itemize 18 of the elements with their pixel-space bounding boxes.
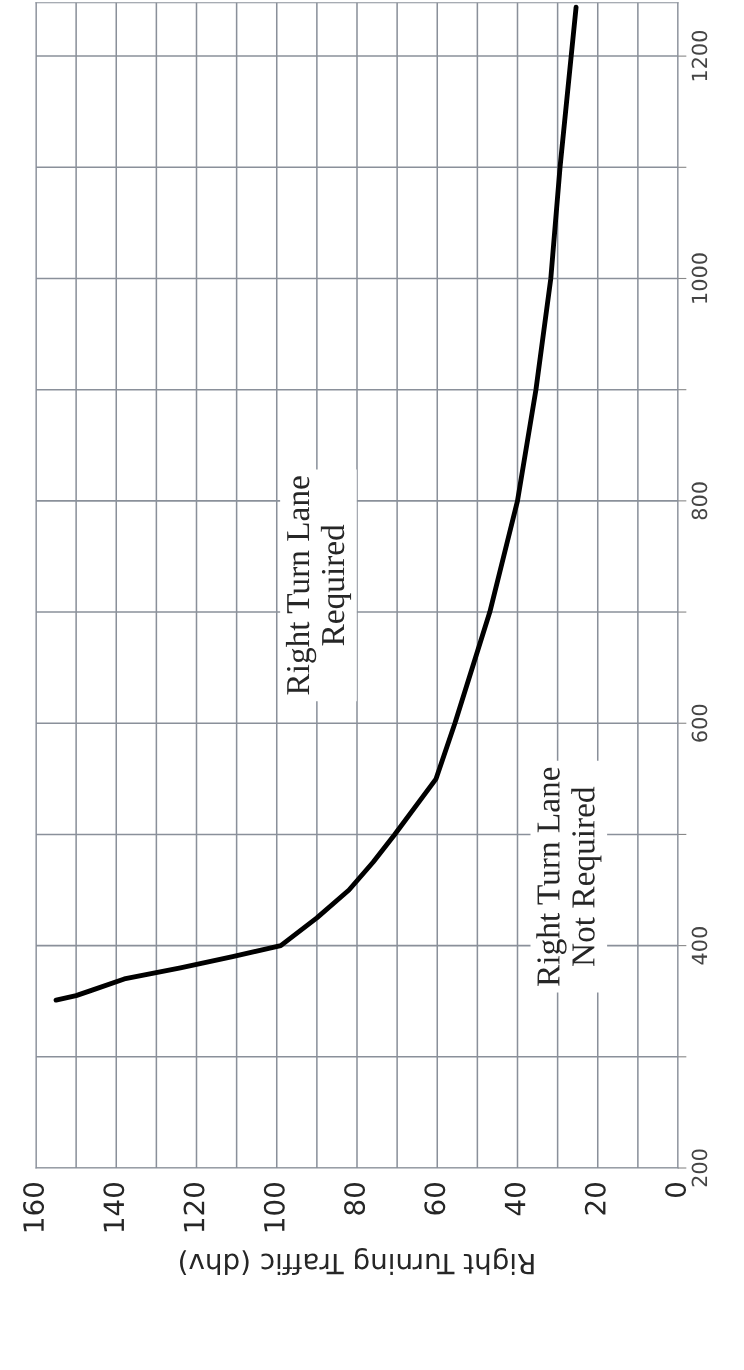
y-tick-label: 400 [691,927,708,965]
x-axis-title: Right Turning Traffic (dhv) [180,1248,534,1275]
y-tick-label: 1000 [691,253,708,303]
annotation: Right Turn Lane Required [285,476,352,695]
y-tick-label: 200 [691,1149,708,1187]
x-tick-label: 40 [504,1183,526,1216]
x-tick-label: 0 [665,1183,687,1198]
y-tick-label: 1200 [691,30,708,81]
x-tick-label: 140 [103,1183,125,1232]
x-tick-label: 160 [23,1183,45,1232]
x-tick-label: 120 [183,1183,205,1232]
annotation: Right Turn Lane Not Required [536,767,602,986]
x-tick-label: 100 [263,1183,285,1232]
x-tick-label: 20 [584,1183,606,1215]
y-tick-label: 600 [691,704,708,742]
y-tick-label: 800 [691,482,708,520]
x-tick-label: 60 [424,1183,446,1215]
x-tick-label: 80 [344,1183,366,1215]
